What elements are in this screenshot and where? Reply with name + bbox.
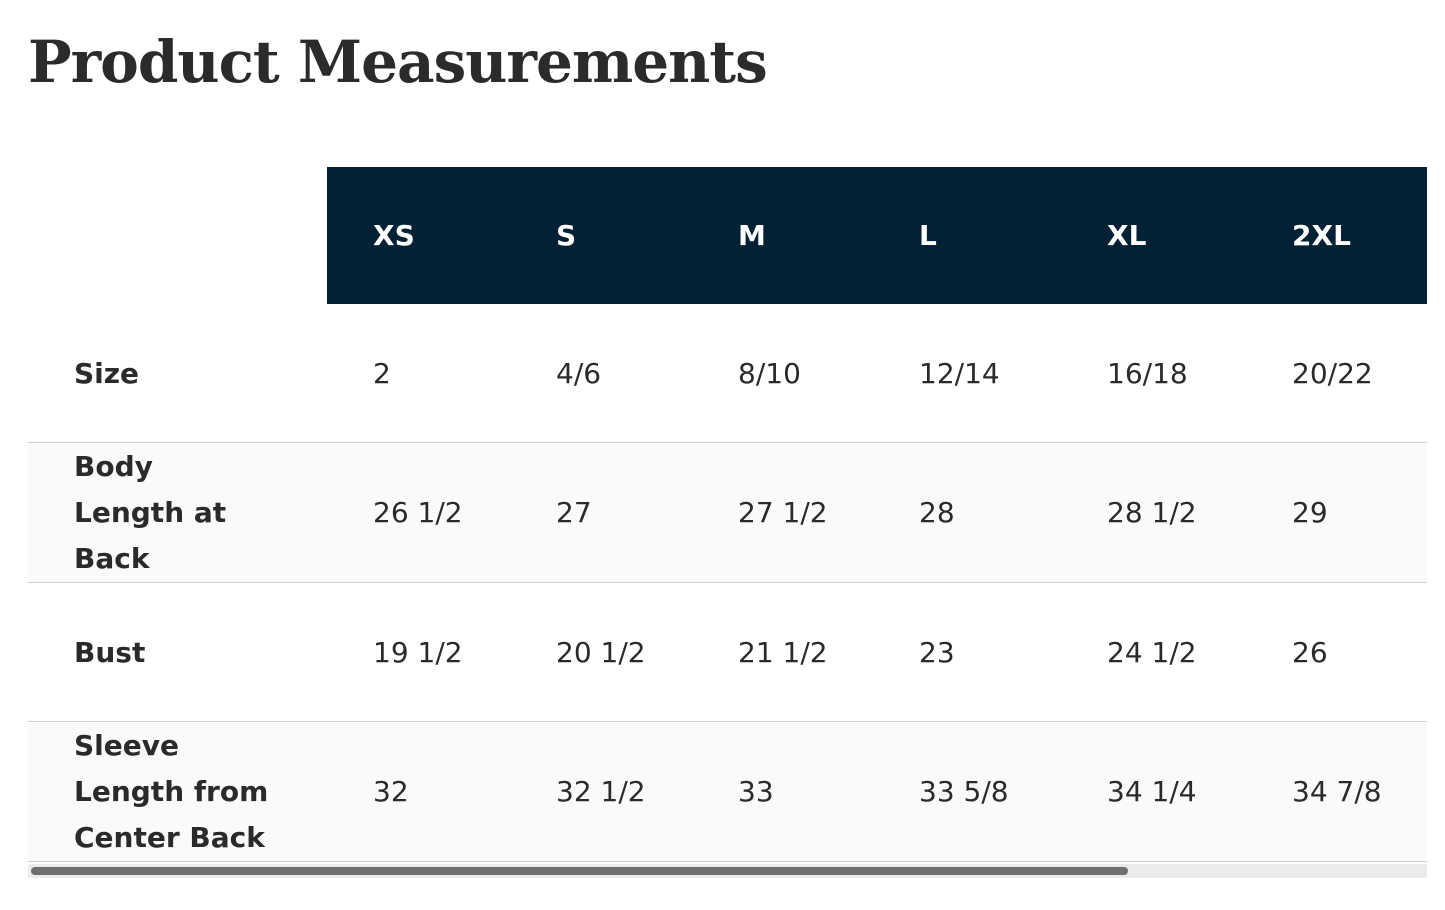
table-cell: 28 [919, 496, 955, 529]
row-label: Bust [74, 635, 146, 669]
header-cell: L [919, 218, 937, 252]
table-cell: 21 1/2 [738, 635, 828, 669]
row-label: Body Length at Back [74, 450, 227, 575]
table-cell: 33 5/8 [919, 775, 1009, 808]
table-cell: 19 1/2 [373, 635, 463, 669]
table-cell: 12/14 [919, 356, 1000, 390]
table-row: Body Length at Back 26 1/2 27 27 1/2 28 28 1/… [28, 443, 1427, 583]
header-cell: 2XL [1292, 218, 1351, 252]
table-row: Size 2 4/6 8/10 12/14 16/18 20/22 [28, 304, 1427, 443]
table-cell: 4/6 [556, 356, 602, 390]
table-cell: 20/22 [1292, 356, 1373, 390]
table-header: XS S M L XL 2XL [327, 167, 1427, 304]
header-cell: XS [373, 218, 415, 252]
table-cell: 23 [919, 635, 955, 669]
table-cell: 2 [373, 356, 391, 390]
table-cell: 16/18 [1107, 356, 1188, 390]
row-label: Size [74, 356, 140, 390]
table-cell: 24 1/2 [1107, 635, 1197, 669]
page-title: Product Measurements [28, 28, 768, 96]
table-cell: 28 1/2 [1107, 496, 1197, 529]
header-cell: S [556, 218, 577, 252]
table-cell: 27 1/2 [738, 496, 828, 529]
header-cell: XL [1107, 218, 1147, 252]
scrollbar[interactable] [28, 864, 1427, 878]
table-cell: 20 1/2 [556, 635, 646, 669]
row-label: Sleeve Length from Center Back [74, 729, 269, 854]
table-cell: 33 [738, 775, 774, 808]
table-row: Bust 19 1/2 20 1/2 21 1/2 23 24 1/2 26 [28, 583, 1427, 722]
table-cell: 26 [1292, 635, 1328, 669]
header-cell: M [738, 218, 766, 252]
scrollbar-thumb[interactable] [31, 867, 1128, 875]
table-cell: 32 [373, 775, 409, 808]
table-row: Sleeve Length from Center Back 32 32 1/2 33… [28, 722, 1427, 862]
table-cell: 32 1/2 [556, 775, 646, 808]
table-cell: 34 1/4 [1107, 775, 1197, 808]
table-cell: 29 [1292, 496, 1328, 529]
table-cell: 34 7/8 [1292, 775, 1382, 808]
table-cell: 8/10 [738, 356, 801, 390]
table-cell: 26 1/2 [373, 496, 463, 529]
table-cell: 27 [556, 496, 592, 529]
